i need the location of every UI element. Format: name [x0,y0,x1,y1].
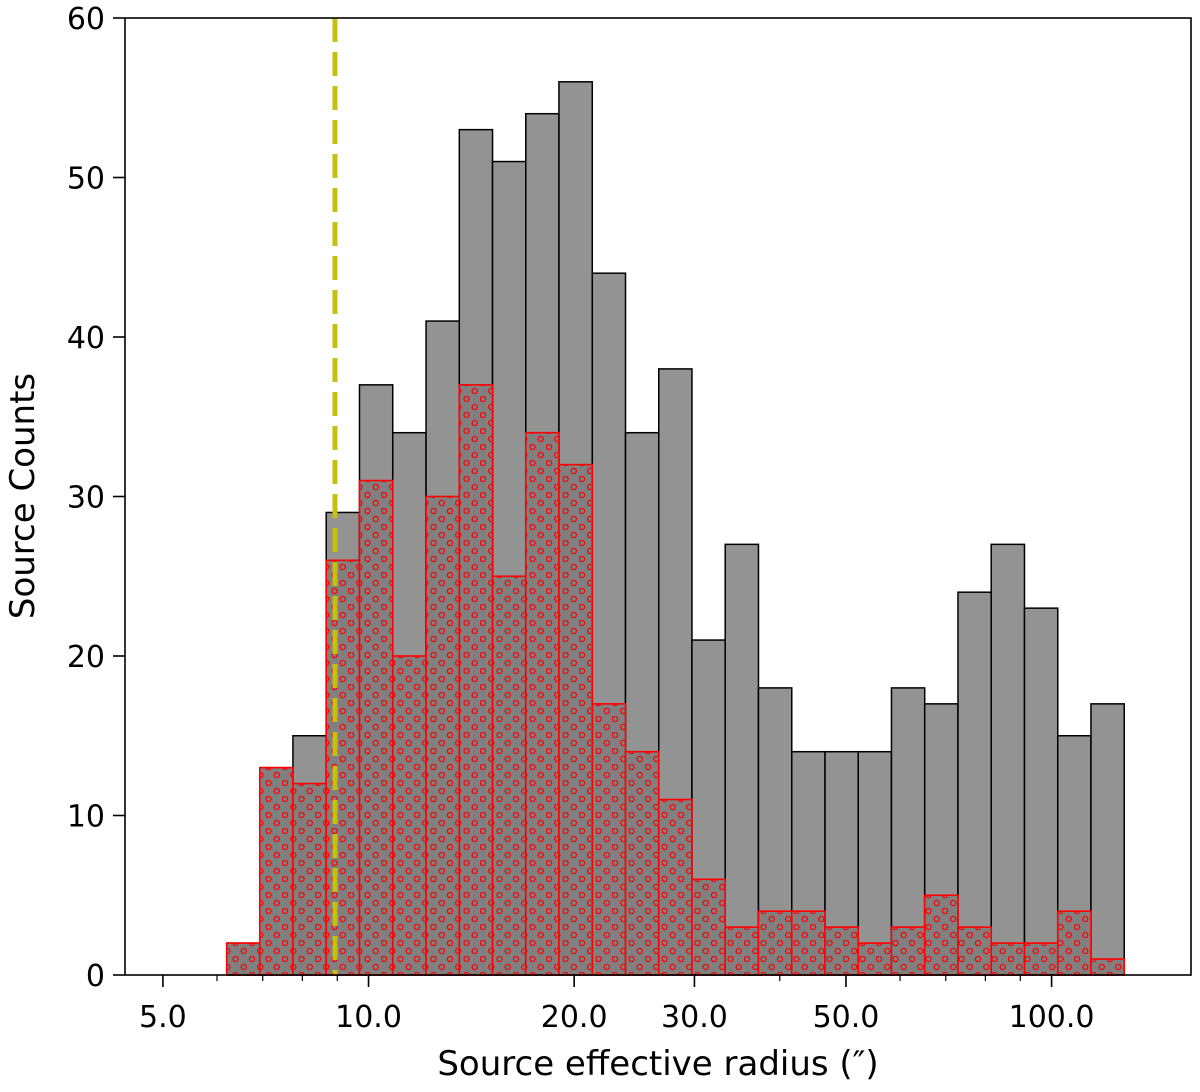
bar-subset-hatch [225,942,261,976]
bar-subset-hatch [923,894,959,976]
x-tick-label: 50.0 [813,1000,880,1035]
y-axis-label: Source Counts [3,373,43,619]
bar-subset-hatch [458,384,494,976]
bar-subset-hatch [425,495,461,976]
bar-all-sources [857,750,893,976]
bar-subset-hatch [558,463,594,976]
bar-all-sources [1090,703,1125,976]
bar-all-sources [957,591,992,976]
bar-subset-hatch [890,926,926,976]
y-tick-label: 30 [67,481,105,516]
bar-subset-hatch [258,766,294,976]
x-axis-label: Source effective radius (″) [437,1044,878,1084]
bar-subset-hatch [325,559,361,976]
x-tick-label: 20.0 [541,1000,608,1035]
bar-subset-hatch [1023,942,1059,976]
x-tick-label: 5.0 [139,1000,187,1035]
y-tick-label: 50 [67,162,105,197]
x-tick-label: 30.0 [661,1000,728,1035]
bar-subset-hatch [1056,910,1092,976]
bar-subset-hatch [824,926,860,976]
bar-subset-hatch [657,798,693,976]
bar-subset-hatch [990,942,1026,976]
bar-subset-hatch [857,942,893,976]
bar-subset-hatch [624,750,660,976]
bar-subset-hatch [591,703,627,976]
bar-subset-hatch [358,479,394,976]
bar-all-sources [1023,607,1059,976]
bar-subset-hatch [391,655,427,976]
bar-subset-hatch [957,926,993,976]
bar-all-sources [724,543,760,976]
bar-subset-hatch [292,782,328,976]
bar-subset-hatch [724,926,760,976]
y-tick-label: 10 [67,800,105,835]
y-tick-label: 20 [67,640,105,675]
y-tick-label: 0 [86,959,105,994]
bar-subset-hatch [790,910,826,976]
bar-subset-hatch [524,431,560,976]
x-tick-label: 100.0 [1009,1000,1095,1035]
bar-all-sources [990,543,1026,976]
x-tick-label: 10.0 [335,1000,402,1035]
bar-subset-hatch [691,878,727,976]
bar-subset-hatch [757,910,793,976]
bar-subset-hatch [491,575,527,976]
bar-subset-hatch [1090,958,1126,976]
y-tick-label: 60 [67,2,105,37]
y-tick-label: 40 [67,321,105,356]
